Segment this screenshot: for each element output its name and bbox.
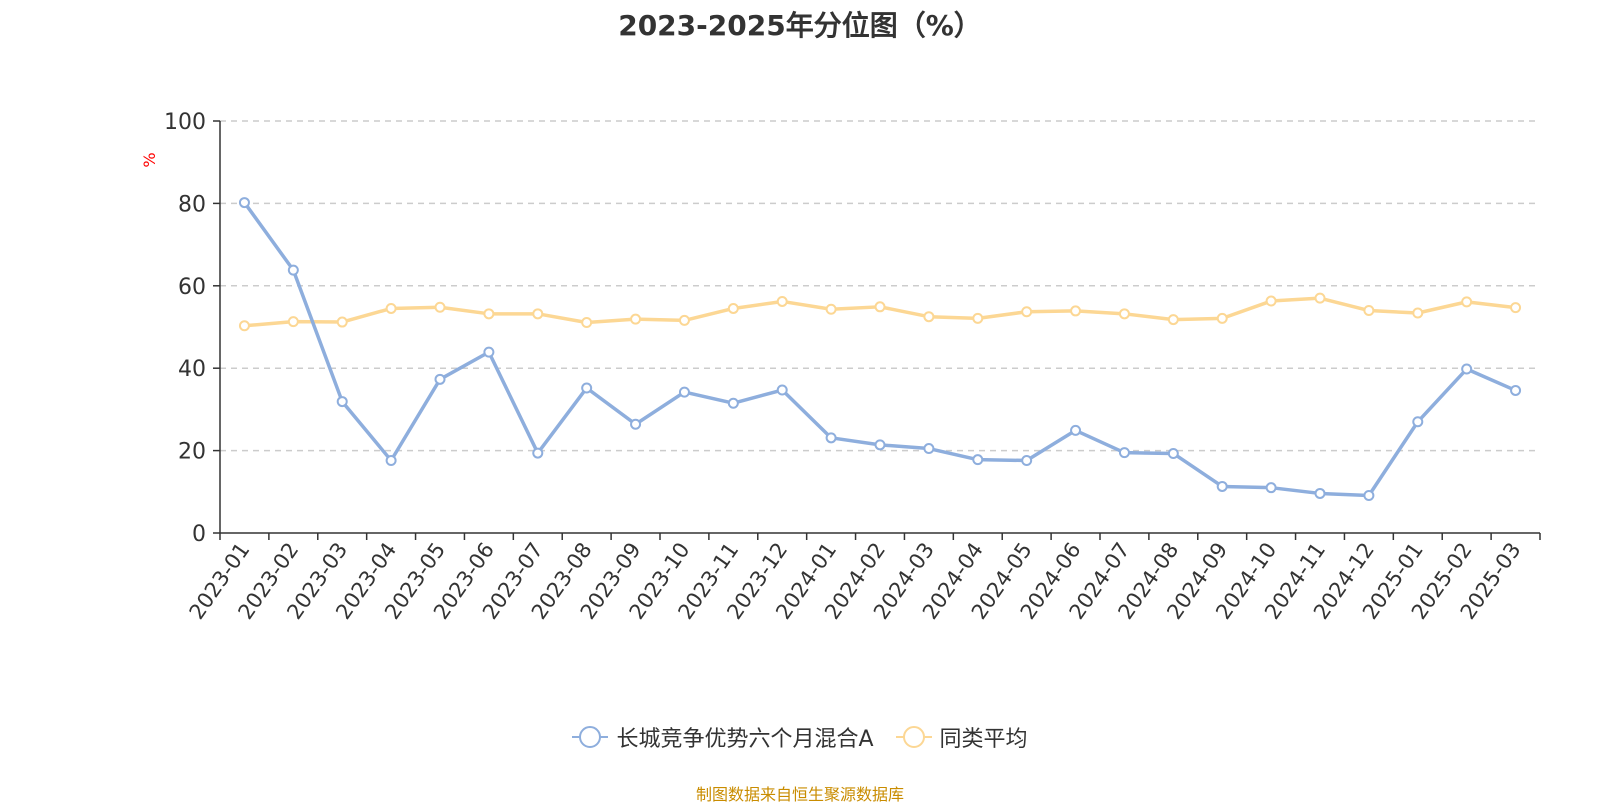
- data-point[interactable]: [581, 316, 593, 328]
- legend: 长城竞争优势六个月混合A 同类平均: [0, 721, 1600, 753]
- legend-label-series-1: 长城竞争优势六个月混合A: [616, 727, 874, 752]
- data-point[interactable]: [1363, 305, 1375, 317]
- data-point[interactable]: [825, 303, 837, 315]
- data-point[interactable]: [678, 314, 690, 326]
- data-point[interactable]: [1021, 454, 1033, 466]
- data-point[interactable]: [483, 308, 495, 320]
- data-point[interactable]: [972, 454, 984, 466]
- data-point[interactable]: [874, 439, 886, 451]
- data-point[interactable]: [630, 313, 642, 325]
- legend-label-series-2: 同类平均: [939, 727, 1028, 752]
- data-point[interactable]: [385, 454, 397, 466]
- data-point[interactable]: [825, 432, 837, 444]
- grid-lines: [220, 120, 1540, 452]
- data-point[interactable]: [434, 373, 446, 385]
- data-point[interactable]: [1070, 424, 1082, 436]
- series-1: [238, 197, 1522, 502]
- data-point[interactable]: [678, 386, 690, 398]
- data-point[interactable]: [923, 311, 935, 323]
- data-point[interactable]: [385, 302, 397, 314]
- data-point[interactable]: [336, 316, 348, 328]
- y-axis-label: %: [140, 152, 159, 167]
- legend-marker-series-1: [572, 726, 609, 748]
- legend-item-series-2[interactable]: 同类平均: [895, 721, 1028, 753]
- y-tick-label: 100: [164, 110, 206, 135]
- data-point[interactable]: [727, 302, 739, 314]
- legend-item-series-1[interactable]: 长城竞争优势六个月混合A: [572, 721, 874, 753]
- legend-marker-series-2: [895, 726, 932, 748]
- data-point[interactable]: [776, 384, 788, 396]
- series: [238, 197, 1522, 502]
- data-point[interactable]: [1412, 416, 1424, 428]
- data-point[interactable]: [923, 443, 935, 455]
- data-point[interactable]: [1216, 312, 1228, 324]
- data-point[interactable]: [238, 320, 250, 332]
- axes: [213, 120, 1541, 540]
- data-point[interactable]: [1118, 447, 1130, 459]
- source-note: 制图数据来自恒生聚源数据库: [695, 785, 904, 804]
- data-point[interactable]: [874, 301, 886, 313]
- y-tick-labels: 0 20 40 60 80 100: [164, 110, 206, 547]
- data-point[interactable]: [1510, 302, 1522, 314]
- data-point[interactable]: [1461, 363, 1473, 375]
- data-point[interactable]: [776, 295, 788, 307]
- data-point[interactable]: [238, 197, 250, 209]
- y-tick-label: 0: [192, 522, 206, 547]
- data-point[interactable]: [630, 418, 642, 430]
- data-point[interactable]: [1363, 490, 1375, 502]
- data-point[interactable]: [336, 396, 348, 408]
- data-point[interactable]: [1461, 296, 1473, 308]
- y-tick-label: 60: [178, 275, 206, 300]
- x-tick-labels: 2023-012023-022023-032023-042023-052023-…: [185, 538, 1526, 624]
- data-point[interactable]: [1314, 292, 1326, 304]
- data-point[interactable]: [1265, 295, 1277, 307]
- series-line: [242, 200, 1518, 498]
- data-point[interactable]: [1314, 487, 1326, 499]
- data-point[interactable]: [483, 346, 495, 358]
- data-point[interactable]: [727, 397, 739, 409]
- data-point[interactable]: [532, 447, 544, 459]
- data-point[interactable]: [1167, 314, 1179, 326]
- data-point[interactable]: [1118, 308, 1130, 320]
- data-point[interactable]: [287, 316, 299, 328]
- data-point[interactable]: [1216, 480, 1228, 492]
- data-point[interactable]: [972, 312, 984, 324]
- data-point[interactable]: [1412, 307, 1424, 319]
- y-tick-label: 80: [178, 192, 206, 217]
- data-point[interactable]: [1167, 447, 1179, 459]
- data-point[interactable]: [1070, 305, 1082, 317]
- data-point[interactable]: [1510, 384, 1522, 396]
- data-point[interactable]: [532, 308, 544, 320]
- data-point[interactable]: [434, 301, 446, 313]
- y-tick-label: 40: [178, 357, 206, 382]
- y-tick-label: 20: [178, 440, 206, 465]
- data-point[interactable]: [581, 382, 593, 394]
- data-point[interactable]: [1265, 482, 1277, 494]
- series-2: [238, 292, 1522, 332]
- chart-title: 2023-2025年分位图（%）: [618, 9, 982, 42]
- data-point[interactable]: [1021, 306, 1033, 318]
- data-point[interactable]: [287, 264, 299, 276]
